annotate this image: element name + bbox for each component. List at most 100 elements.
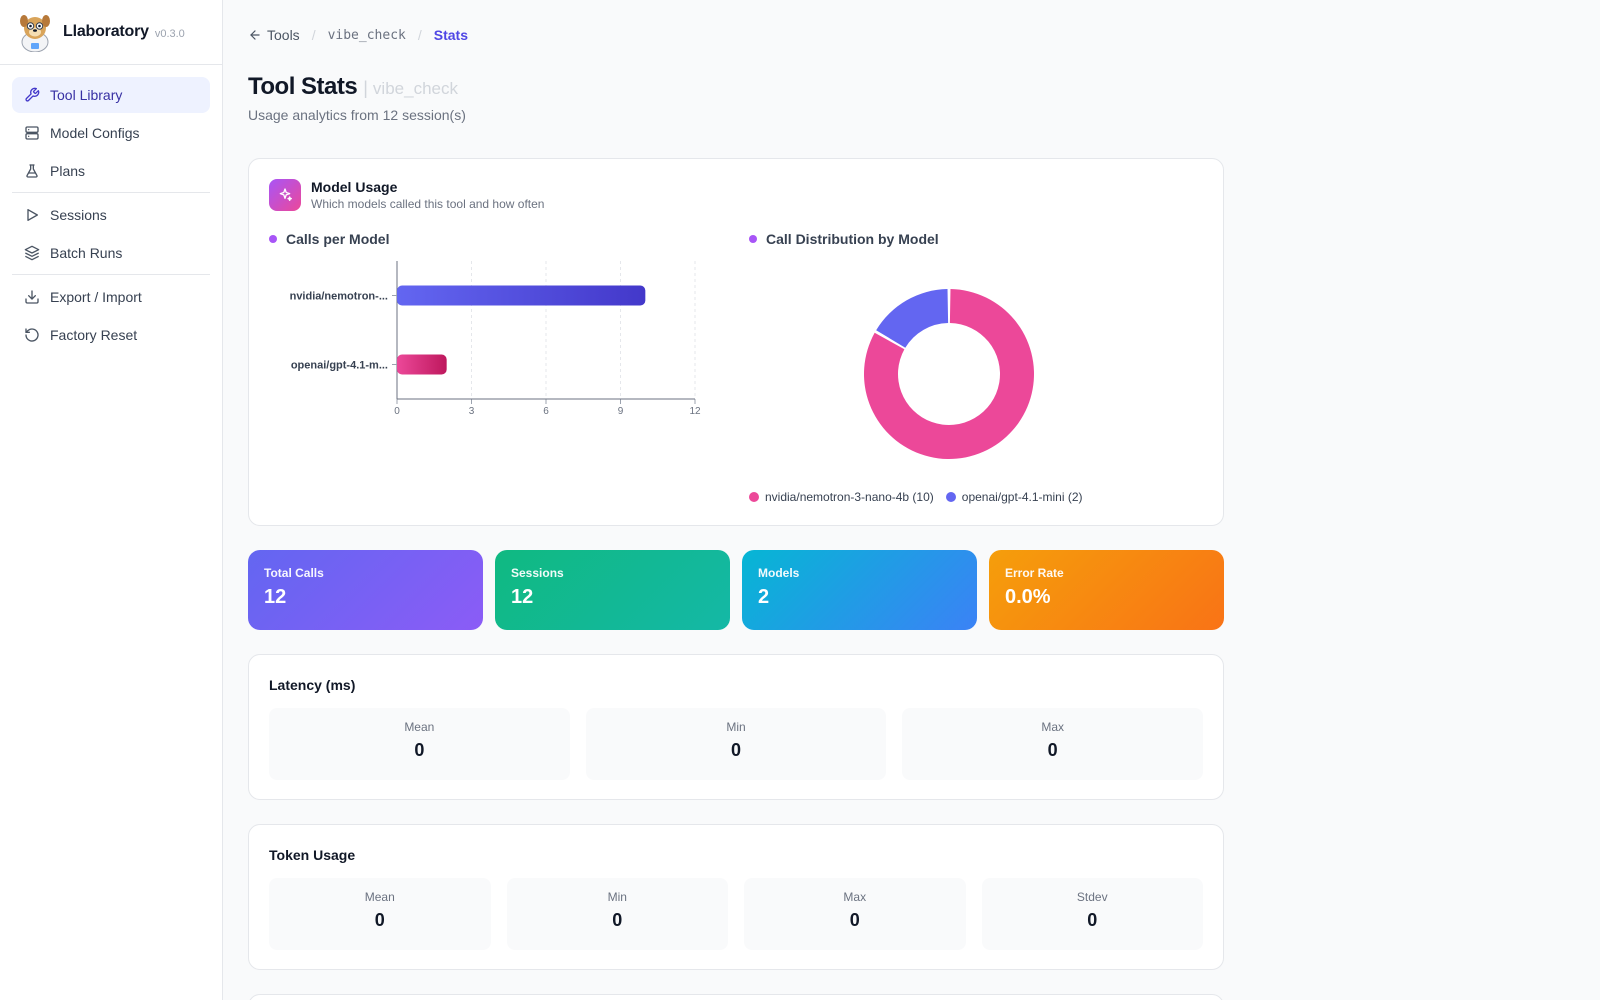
sidebar-item-label: Batch Runs bbox=[50, 245, 123, 261]
bar[interactable] bbox=[397, 354, 447, 375]
latency-mean: Mean 0 bbox=[269, 708, 570, 780]
flask-icon bbox=[24, 163, 40, 179]
legend-label: openai/gpt-4.1-mini (2) bbox=[961, 490, 1083, 504]
sessions-tile: Sessions 12 bbox=[495, 550, 730, 630]
x-tick-label: 6 bbox=[543, 406, 549, 417]
tokens-max: Max 0 bbox=[744, 878, 966, 950]
error-rate-tile: Error Rate 0.0% bbox=[989, 550, 1224, 630]
x-tick-label: 0 bbox=[394, 406, 400, 417]
breadcrumb-current: Stats bbox=[433, 27, 468, 43]
stat-value: 0 bbox=[612, 910, 623, 930]
stat-value: 0 bbox=[849, 910, 860, 930]
page-subtitle: Usage analytics from 12 session(s) bbox=[248, 107, 466, 123]
page-title-tool: vibe_check bbox=[372, 79, 458, 98]
stat-label: Mean bbox=[364, 890, 395, 904]
title-divider: | bbox=[363, 78, 368, 98]
model-usage-card: Model Usage Which models called this too… bbox=[248, 158, 1224, 526]
donut-slice[interactable] bbox=[864, 289, 1034, 459]
sidebar-item-factory-reset[interactable]: Factory Reset bbox=[12, 317, 210, 353]
arrow-left-icon bbox=[250, 30, 260, 40]
download-icon bbox=[24, 289, 40, 305]
latency-card: Latency (ms) Mean 0 Min 0 Max 0 bbox=[248, 654, 1224, 800]
sidebar-item-label: Sessions bbox=[50, 207, 107, 223]
wrench-icon bbox=[24, 87, 40, 103]
stat-label: Mean bbox=[404, 720, 435, 734]
call-distribution-donut-chart bbox=[864, 289, 1034, 459]
tokens-mean: Mean 0 bbox=[269, 878, 491, 950]
page-title: Tool Stats bbox=[248, 73, 358, 100]
tile-value: 12 bbox=[264, 586, 287, 608]
bar[interactable] bbox=[397, 285, 646, 306]
stat-value: 0 bbox=[1087, 910, 1098, 930]
stat-label: Max bbox=[1041, 720, 1065, 734]
server-icon bbox=[24, 125, 40, 141]
donut-slice[interactable] bbox=[876, 289, 949, 348]
reset-icon bbox=[24, 327, 40, 343]
donut-chart-label-text: Call Distribution by Model bbox=[766, 231, 939, 247]
sidebar: Llaboratory v0.3.0 Tool Library Model Co… bbox=[0, 0, 223, 1000]
sidebar-item-label: Model Configs bbox=[50, 125, 140, 141]
y-tick-label: openai/gpt-4.1-m... bbox=[291, 360, 388, 372]
tile-label: Total Calls bbox=[264, 566, 324, 580]
donut-legend: nvidia/nemotron-3-nano-4b (10) openai/gp… bbox=[749, 490, 1095, 504]
tile-label: Sessions bbox=[511, 566, 564, 580]
sidebar-nav: Tool Library Model Configs Plans Session… bbox=[0, 65, 222, 353]
breadcrumb-tool-link[interactable]: vibe_check bbox=[327, 27, 406, 43]
bar-chart-label-text: Calls per Model bbox=[286, 231, 390, 247]
latency-max: Max 0 bbox=[902, 708, 1204, 780]
sidebar-item-export-import[interactable]: Export / Import bbox=[12, 279, 210, 315]
breadcrumb-separator: / bbox=[311, 27, 316, 43]
breadcrumb-back-link[interactable]: Tools bbox=[248, 27, 300, 43]
summary-tiles: Total Calls 12 Sessions 12 Models 2 Erro… bbox=[248, 550, 1224, 630]
stat-value: 0 bbox=[731, 740, 742, 760]
legend-label: nvidia/nemotron-3-nano-4b (10) bbox=[765, 490, 934, 504]
models-tile: Models 2 bbox=[742, 550, 977, 630]
sidebar-item-batch-runs[interactable]: Batch Runs bbox=[12, 235, 210, 271]
total-calls-tile: Total Calls 12 bbox=[248, 550, 483, 630]
tile-value: 0.0% bbox=[1005, 586, 1051, 608]
sidebar-item-label: Tool Library bbox=[50, 87, 123, 103]
latency-stats: Mean 0 Min 0 Max 0 bbox=[269, 708, 1204, 780]
x-tick-label: 12 bbox=[689, 406, 701, 417]
token-usage-card: Token Usage Mean 0 Min 0 Max 0 Stdev 0 bbox=[248, 824, 1224, 970]
latency-min: Min 0 bbox=[585, 708, 887, 780]
sidebar-item-plans[interactable]: Plans bbox=[12, 153, 210, 189]
tile-value: 12 bbox=[511, 586, 534, 608]
page-header: Tool Stats | vibe_check bbox=[248, 73, 458, 101]
layers-icon bbox=[24, 245, 40, 261]
calls-per-model-bar-chart: 0 3 6 9 12 nvidia/nemotron-... openai/gpt-4.1-… bbox=[290, 261, 701, 417]
bullet-dot bbox=[749, 235, 757, 243]
model-usage-subtitle: Which models called this tool and how of… bbox=[311, 197, 545, 211]
nav-divider bbox=[12, 192, 210, 193]
sidebar-item-label: Plans bbox=[50, 163, 86, 179]
stat-label: Stdev bbox=[1076, 890, 1108, 904]
x-tick-label: 9 bbox=[618, 406, 624, 417]
tile-label: Models bbox=[758, 566, 800, 580]
breadcrumb: Tools / vibe_check / Stats bbox=[248, 27, 468, 43]
nav-divider bbox=[12, 274, 210, 275]
tokens-stdev: Stdev 0 bbox=[981, 878, 1203, 950]
app-name: Llaboratory bbox=[63, 23, 149, 40]
model-usage-header: Model Usage Which models called this too… bbox=[269, 179, 544, 211]
tile-label: Error Rate bbox=[1005, 566, 1064, 580]
tile-value: 2 bbox=[758, 586, 770, 608]
legend-item[interactable]: openai/gpt-4.1-mini (2) bbox=[945, 490, 1083, 504]
sidebar-item-label: Factory Reset bbox=[50, 327, 138, 343]
stat-label: Min bbox=[607, 890, 627, 904]
x-tick-label: 3 bbox=[469, 406, 475, 417]
model-usage-title: Model Usage bbox=[311, 179, 398, 195]
brand[interactable]: Llaboratory v0.3.0 bbox=[0, 0, 222, 65]
play-icon bbox=[24, 207, 40, 223]
app-version: v0.3.0 bbox=[154, 27, 185, 40]
bar-chart-label: Calls per Model bbox=[269, 231, 389, 247]
stat-label: Min bbox=[726, 720, 746, 734]
sidebar-item-model-configs[interactable]: Model Configs bbox=[12, 115, 210, 151]
sidebar-item-tool-library[interactable]: Tool Library bbox=[12, 77, 210, 113]
sidebar-item-sessions[interactable]: Sessions bbox=[12, 197, 210, 233]
legend-item[interactable]: nvidia/nemotron-3-nano-4b (10) bbox=[749, 490, 934, 504]
stat-value: 0 bbox=[1047, 740, 1058, 760]
breadcrumb-back-label: Tools bbox=[267, 27, 300, 43]
token-usage-title: Token Usage bbox=[269, 847, 356, 863]
latency-title: Latency (ms) bbox=[269, 677, 356, 693]
stat-value: 0 bbox=[374, 910, 385, 930]
